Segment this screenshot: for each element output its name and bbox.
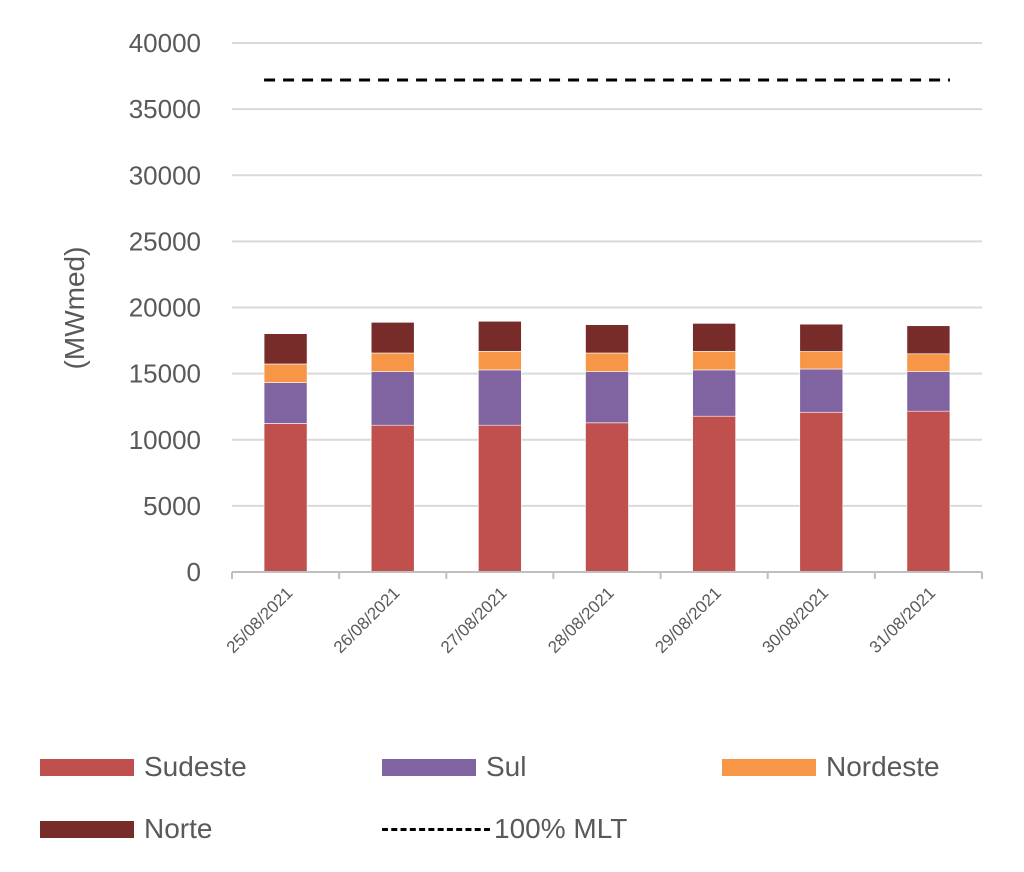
bar-segment-sudeste — [799, 411, 844, 573]
y-axis-label: (MWmed) — [59, 247, 90, 370]
bar-segment-nordeste — [478, 351, 522, 371]
bar-segment-norte — [906, 325, 951, 355]
bar-segment-norte — [263, 333, 308, 365]
y-tick-label: 15000 — [129, 359, 201, 389]
bar-segment-sudeste — [263, 423, 308, 573]
x-tick-label: 27/08/2021 — [437, 583, 511, 657]
legend-item-sul: Sul — [382, 751, 526, 783]
x-tick-label: 30/08/2021 — [759, 583, 833, 657]
bar-segment-nordeste — [692, 351, 736, 371]
bar-segment-sul — [263, 382, 308, 424]
legend-dash-line — [382, 827, 490, 831]
legend-swatch — [382, 758, 476, 776]
legend-swatch — [40, 820, 134, 838]
bar-segment-norte — [799, 323, 844, 352]
bar-segment-sul — [799, 368, 844, 413]
bar-segment-nordeste — [906, 353, 951, 372]
legend-swatch — [40, 758, 134, 776]
legend-item-mlt: 100% MLT — [382, 813, 627, 845]
y-tick-label: 5000 — [143, 491, 201, 521]
bar-segment-norte — [692, 323, 736, 352]
y-tick-label: 35000 — [129, 94, 201, 124]
legend-label: Norte — [144, 813, 213, 844]
bar-segment-norte — [370, 322, 415, 354]
x-tick-label: 25/08/2021 — [223, 583, 297, 657]
y-tick-label: 25000 — [129, 226, 201, 256]
x-tick-label: 28/08/2021 — [544, 583, 618, 657]
y-tick-label: 40000 — [129, 28, 201, 58]
legend-label: Sudeste — [144, 751, 247, 782]
legend-swatch — [722, 758, 816, 776]
bar-segment-norte — [585, 324, 629, 354]
legend-item-norte: Norte — [40, 813, 212, 845]
bar-segment-sul — [692, 369, 736, 417]
bar-segment-nordeste — [585, 352, 629, 372]
bar-segment-nordeste — [799, 351, 844, 370]
bar-segment-sul — [906, 371, 951, 412]
bar-segment-sudeste — [585, 422, 629, 573]
bar-segment-sudeste — [370, 424, 415, 573]
y-tick-label: 20000 — [129, 293, 201, 323]
legend-label: 100% MLT — [494, 813, 628, 844]
y-tick-label: 10000 — [129, 425, 201, 455]
bar-segment-nordeste — [370, 352, 415, 372]
bar-segment-nordeste — [263, 363, 308, 383]
x-tick-label: 29/08/2021 — [651, 583, 725, 657]
x-tick-label: 31/08/2021 — [866, 583, 940, 657]
bar-segment-norte — [478, 320, 522, 352]
bar-segment-sul — [585, 371, 629, 424]
bar-segment-sul — [370, 371, 415, 426]
bar-segment-sul — [478, 369, 522, 426]
bar-segment-sudeste — [478, 424, 522, 573]
y-tick-label: 30000 — [129, 160, 201, 190]
legend-item-nordeste: Nordeste — [722, 751, 940, 783]
x-tick-label: 26/08/2021 — [330, 583, 404, 657]
legend-item-sudeste: Sudeste — [40, 751, 247, 783]
y-tick-label: 0 — [187, 557, 201, 587]
bar-segment-sudeste — [906, 410, 951, 573]
legend-label: Sul — [486, 751, 527, 782]
bar-segment-sudeste — [692, 415, 736, 573]
legend-label: Nordeste — [826, 751, 940, 782]
